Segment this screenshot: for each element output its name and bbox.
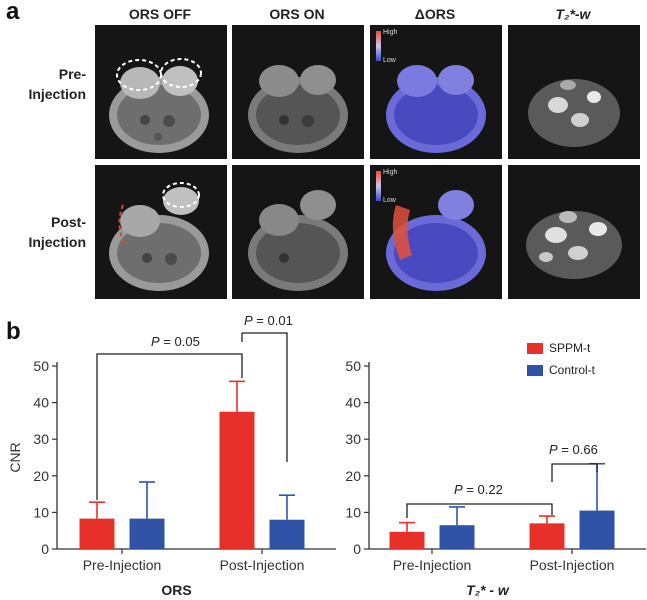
- sig-value: = 0.05: [163, 334, 200, 349]
- mri-post-ors-off: [95, 165, 227, 299]
- legend-label-sppm: SPPM-t: [549, 341, 591, 355]
- legend-swatch-sppm: [527, 342, 543, 354]
- col-header-t2w: T₂*-w: [555, 6, 591, 22]
- y-tick-label: 30: [345, 431, 361, 447]
- sig-p-symbol: P: [454, 482, 463, 497]
- y-tick-label: 10: [345, 504, 361, 520]
- mri-pre-delta-ors: [370, 25, 502, 159]
- x-axis-title: ORS: [161, 582, 191, 598]
- panel-b-letter: b: [6, 318, 21, 345]
- colorbar-high-post: High: [383, 169, 398, 176]
- y-tick-label: 50: [33, 358, 49, 374]
- sig-label-ors-pre-post: P = 0.05: [151, 334, 200, 349]
- bar-control-t-pre-injection: [129, 518, 165, 549]
- y-tick-label: 0: [41, 541, 49, 557]
- sig-value: = 0.66: [561, 442, 598, 457]
- y-tick-label: 30: [33, 431, 49, 447]
- bar-sppm-t-post-injection: [219, 411, 255, 549]
- sig-label-ors-post: P = 0.01: [244, 313, 293, 328]
- panel-a-letter: a: [6, 0, 20, 25]
- x-axis-title: T₂* - w: [466, 582, 510, 598]
- row-label-post-line1: Post-: [51, 214, 86, 230]
- sig-p-symbol: P: [549, 442, 558, 457]
- y-axis-title: CNR: [7, 442, 23, 472]
- sig-p-symbol: P: [151, 334, 160, 349]
- y-tick-label: 20: [33, 468, 49, 484]
- mri-pre-ors-off: [95, 25, 227, 159]
- x-tick-label: Post-Injection: [530, 557, 615, 573]
- row-label-post: Post- Injection: [8, 212, 86, 252]
- mri-post-delta-ors: [370, 165, 502, 299]
- sig-p-symbol: P: [244, 313, 253, 328]
- bar-sppm-t-pre-injection: [79, 518, 115, 549]
- row-label-pre-line1: Pre-: [58, 66, 86, 82]
- row-label-pre-line2: Injection: [28, 86, 86, 102]
- legend: SPPM-t Control-t: [527, 341, 595, 377]
- x-tick-label: Pre-Injection: [83, 557, 162, 573]
- sig-bracket-t2-pre-post: [406, 503, 553, 518]
- bar-sppm-t-pre-injection: [389, 531, 425, 549]
- y-tick-label: 20: [345, 468, 361, 484]
- chart-t2w: 0 10 20 30 40 50 Pre-Injection Post-Injection T₂…: [345, 358, 646, 598]
- row-label-post-line2: Injection: [28, 234, 86, 250]
- col-header-ors-off: ORS OFF: [128, 6, 192, 22]
- sig-bracket-t2-post: [551, 463, 598, 482]
- y-tick-label: 10: [33, 504, 49, 520]
- colorbar-low-pre: Low: [383, 57, 396, 64]
- legend-item-control: Control-t: [527, 363, 595, 377]
- bar-control-t-post-injection: [269, 519, 305, 549]
- y-tick-label: 40: [33, 395, 49, 411]
- chart-ors: 0 10 20 30 40 50 Pre-Injection Post-Injection OR…: [7, 332, 336, 598]
- x-tick-label: Post-Injection: [220, 557, 305, 573]
- mri-pre-t2w: [508, 25, 640, 159]
- sig-value: = 0.22: [466, 482, 503, 497]
- sig-label-t2-pre-post: P = 0.22: [454, 482, 503, 497]
- legend-swatch-control: [527, 364, 543, 376]
- bar-control-t-post-injection: [579, 510, 615, 549]
- y-tick-label: 0: [353, 541, 361, 557]
- mri-pre-ors-on: [232, 25, 364, 159]
- mri-post-ors-on: [232, 165, 364, 299]
- bar-sppm-t-post-injection: [529, 523, 565, 549]
- y-tick-label: 50: [345, 358, 361, 374]
- colorbar-high-pre: High: [383, 29, 398, 36]
- colorbar-low-post: Low: [383, 197, 396, 204]
- legend-item-sppm: SPPM-t: [527, 341, 595, 355]
- sig-label-t2-post: P = 0.66: [549, 442, 598, 457]
- legend-label-control: Control-t: [549, 363, 596, 377]
- col-header-ors-on: ORS ON: [269, 6, 325, 22]
- col-header-delta-ors: ΔORS: [414, 6, 456, 22]
- sig-value: = 0.01: [256, 313, 293, 328]
- mri-post-t2w: [508, 165, 640, 299]
- row-label-pre: Pre- Injection: [8, 64, 86, 104]
- sig-bracket-ors-pre-post: [96, 353, 243, 500]
- bar-control-t-pre-injection: [439, 525, 475, 549]
- y-tick-label: 40: [345, 395, 361, 411]
- bar-charts: 0 10 20 30 40 50 Pre-Injection Post-Injection OR…: [7, 332, 646, 598]
- sig-bracket-ors-post: [242, 332, 288, 462]
- x-tick-label: Pre-Injection: [393, 557, 472, 573]
